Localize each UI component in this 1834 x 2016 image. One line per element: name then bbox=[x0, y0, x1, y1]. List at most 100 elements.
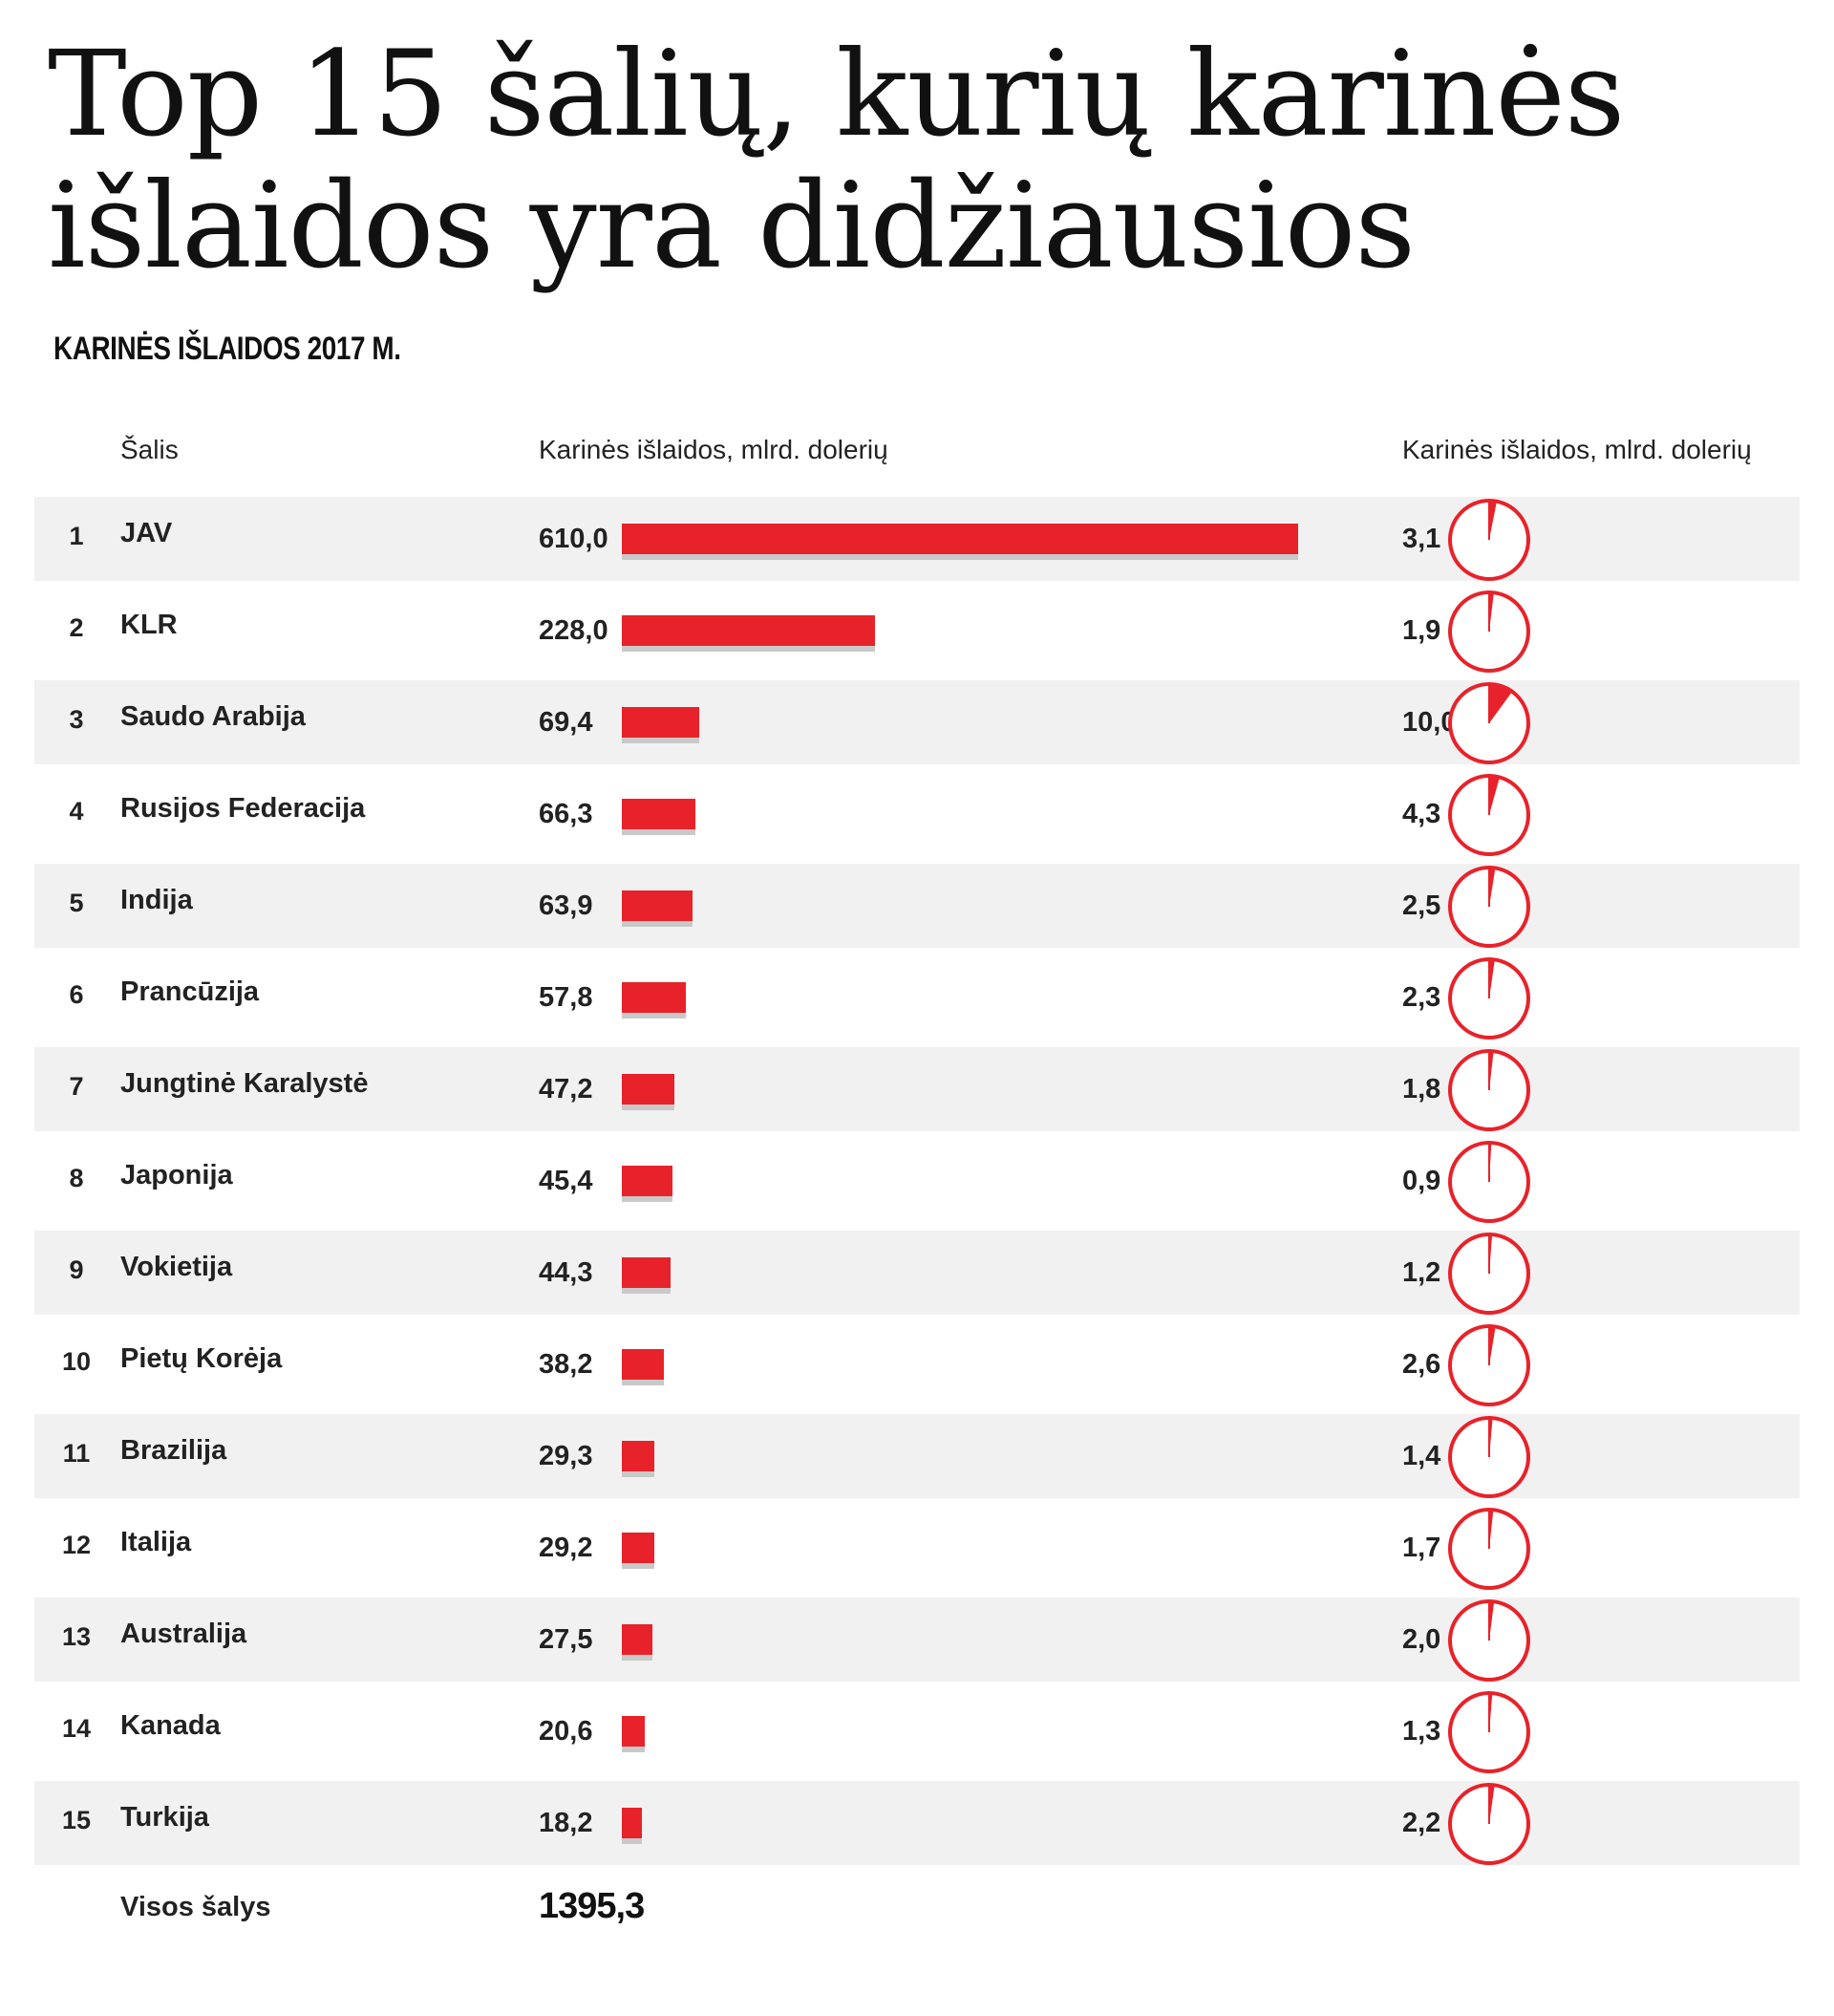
table-row: 9 Vokietija 44,3 1,2 bbox=[34, 1231, 1800, 1315]
bar bbox=[622, 1624, 652, 1655]
table-row: 3 Saudo Arabija 69,4 10,0 bbox=[34, 680, 1800, 764]
bar bbox=[622, 1716, 645, 1747]
country-label: Rusijos Federacija bbox=[120, 793, 366, 824]
rank-label: 5 bbox=[69, 889, 84, 917]
pie-slice bbox=[1489, 1785, 1495, 1824]
chart-subtitle: KARINĖS IŠLAIDOS 2017 M. bbox=[53, 331, 401, 367]
table-row: 12 Italija 29,2 1,7 bbox=[34, 1506, 1800, 1590]
country-label: Jungtinė Karalystė bbox=[120, 1068, 369, 1099]
table-row: 14 Kanada 20,6 1,3 bbox=[34, 1689, 1800, 1773]
column-header-country: Šalis bbox=[120, 435, 179, 464]
country-label: Australija bbox=[120, 1619, 247, 1649]
bar-value-label: 27,5 bbox=[539, 1624, 593, 1655]
pie-chart bbox=[1448, 1324, 1530, 1406]
rank-label: 6 bbox=[69, 980, 84, 1009]
pie-value-label: 2,2 bbox=[1402, 1808, 1441, 1838]
pie-value-label: 1,9 bbox=[1402, 615, 1441, 646]
rank-label: 14 bbox=[61, 1714, 92, 1743]
pie-value-label: 2,5 bbox=[1402, 890, 1441, 921]
pie-value-label: 4,3 bbox=[1402, 799, 1441, 829]
pie-chart bbox=[1448, 1691, 1530, 1773]
country-label: Prancūzija bbox=[120, 976, 260, 1007]
pie-chart bbox=[1448, 774, 1530, 856]
country-label: JAV bbox=[120, 518, 173, 548]
table-row: 11 Brazilija 29,3 1,4 bbox=[34, 1414, 1800, 1498]
country-label: Kanada bbox=[120, 1710, 221, 1741]
bar-value-label: 29,2 bbox=[539, 1533, 593, 1563]
pie-chart bbox=[1448, 1416, 1530, 1498]
column-header-spending: Karinės išlaidos, mlrd. dolerių bbox=[539, 435, 888, 464]
bar bbox=[622, 615, 875, 646]
pie-slice bbox=[1489, 592, 1494, 632]
pie-chart bbox=[1448, 1233, 1530, 1315]
pie-value-label: 1,8 bbox=[1402, 1074, 1441, 1105]
pie-value-label: 1,3 bbox=[1402, 1716, 1441, 1747]
table-row: 6 Prancūzija 57,8 2,3 bbox=[34, 955, 1800, 1040]
bar bbox=[622, 707, 699, 738]
country-label: Pietų Korėja bbox=[120, 1343, 283, 1374]
bar-value-label: 610,0 bbox=[539, 524, 608, 554]
bar-value-label: 228,0 bbox=[539, 615, 608, 646]
country-label: Japonija bbox=[120, 1160, 233, 1190]
pie-chart bbox=[1448, 1508, 1530, 1590]
bar bbox=[622, 1808, 643, 1838]
bar bbox=[622, 1349, 665, 1380]
bar-value-label: 69,4 bbox=[539, 707, 593, 738]
country-label: Italija bbox=[120, 1527, 192, 1557]
table-row: 5 Indija 63,9 2,5 bbox=[34, 864, 1800, 948]
pie-chart bbox=[1448, 957, 1530, 1040]
bar-value-label: 20,6 bbox=[539, 1716, 593, 1747]
bar bbox=[622, 1441, 654, 1471]
bar-value-label: 29,3 bbox=[539, 1441, 593, 1471]
country-label: Turkija bbox=[120, 1802, 209, 1833]
country-label: Indija bbox=[120, 885, 193, 915]
title-line-1: Top 15 šalių, kurių karinės bbox=[48, 26, 1625, 163]
pie-slice bbox=[1489, 684, 1513, 723]
pie-slice bbox=[1489, 501, 1497, 540]
rank-label: 15 bbox=[61, 1806, 92, 1834]
pie-slice bbox=[1489, 776, 1500, 815]
country-label: Saudo Arabija bbox=[120, 701, 306, 732]
rank-label: 9 bbox=[69, 1255, 84, 1284]
bar-value-label: 57,8 bbox=[539, 982, 593, 1013]
bar bbox=[622, 1257, 672, 1288]
rank-label: 3 bbox=[69, 705, 84, 734]
table-row: 8 Japonija 45,4 0,9 bbox=[34, 1139, 1800, 1223]
pie-value-label: 10,0 bbox=[1402, 707, 1457, 738]
rank-label: 8 bbox=[69, 1164, 84, 1192]
pie-slice bbox=[1489, 959, 1495, 998]
total-value: 1395,3 bbox=[539, 1886, 645, 1926]
bar bbox=[622, 799, 695, 829]
country-label: KLR bbox=[120, 610, 178, 640]
table-row: 4 Rusijos Federacija 66,3 4,3 bbox=[34, 772, 1800, 856]
pie-chart bbox=[1448, 1049, 1530, 1131]
rank-label: 4 bbox=[69, 797, 84, 826]
bar-value-label: 45,4 bbox=[539, 1166, 593, 1196]
bar-value-label: 66,3 bbox=[539, 799, 593, 829]
bar bbox=[622, 982, 687, 1013]
pie-slice bbox=[1489, 1326, 1496, 1365]
bar bbox=[622, 890, 693, 921]
table-row: 13 Australija 27,5 2,0 bbox=[34, 1598, 1800, 1682]
bar-value-label: 38,2 bbox=[539, 1349, 593, 1380]
rank-label: 12 bbox=[61, 1531, 92, 1559]
bar-value-label: 63,9 bbox=[539, 890, 593, 921]
pie-slice bbox=[1489, 1051, 1494, 1090]
bar-value-label: 47,2 bbox=[539, 1074, 593, 1105]
table-row: 15 Turkija 18,2 2,2 bbox=[34, 1781, 1800, 1865]
pie-value-label: 2,3 bbox=[1402, 982, 1441, 1013]
bar bbox=[622, 1074, 674, 1105]
table-row: 10 Pietų Korėja 38,2 2,6 bbox=[34, 1322, 1800, 1406]
table-row: 1 JAV 610,0 3,1 bbox=[34, 497, 1800, 581]
rank-label: 11 bbox=[62, 1439, 91, 1468]
pie-value-label: 1,7 bbox=[1402, 1533, 1441, 1563]
pie-slice bbox=[1489, 1601, 1495, 1641]
rank-label: 7 bbox=[69, 1072, 84, 1101]
chart-title: Top 15 šalių, kurių karinės išlaidos yra… bbox=[48, 26, 1625, 292]
pie-chart bbox=[1448, 1599, 1530, 1682]
pie-slice bbox=[1489, 868, 1496, 907]
rank-label: 13 bbox=[61, 1622, 92, 1651]
total-label: Visos šalys bbox=[120, 1892, 271, 1922]
pie-chart bbox=[1448, 1783, 1530, 1865]
